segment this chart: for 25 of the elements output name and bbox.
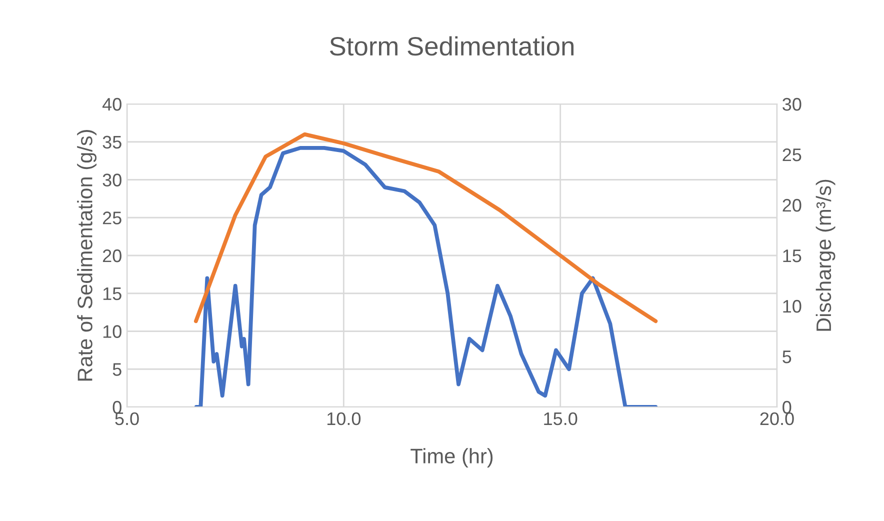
y-tick-label: 40 xyxy=(102,98,122,111)
y-tick-label: 10 xyxy=(103,325,122,338)
y2-tick-label: 20 xyxy=(782,198,802,212)
y2-tick-label: 0 xyxy=(782,400,792,414)
x-tick-label: 20.0 xyxy=(760,412,794,426)
chart-title: Storm Sedimentation xyxy=(330,36,574,56)
y2-tick-label: 5 xyxy=(782,350,792,364)
y-tick-label: 20 xyxy=(102,249,122,262)
y2-axis-title: Discharge (m³/s) xyxy=(816,180,836,331)
y2-tick-label: 15 xyxy=(783,250,802,262)
y-tick-label: 15 xyxy=(103,287,122,300)
y-tick-label: 25 xyxy=(102,212,122,224)
y2-tick-label: 30 xyxy=(782,98,802,111)
x-tick-label: 5.0 xyxy=(115,412,139,426)
y-tick-label: 35 xyxy=(102,136,122,149)
y-tick-label: 5 xyxy=(112,363,122,376)
x-axis-title: Time (hr) xyxy=(410,448,493,468)
y2-tick-label: 25 xyxy=(782,148,802,162)
x-tick-label: 10.0 xyxy=(327,412,361,426)
y2-tick-label: 10 xyxy=(783,300,802,313)
line-series xyxy=(194,146,658,407)
line-series xyxy=(194,132,658,324)
y-axis-title: Rate of Sedimentation (g/s) xyxy=(77,130,96,381)
y-tick-label: 30 xyxy=(102,174,122,186)
x-tick-label: 15.0 xyxy=(544,412,578,426)
